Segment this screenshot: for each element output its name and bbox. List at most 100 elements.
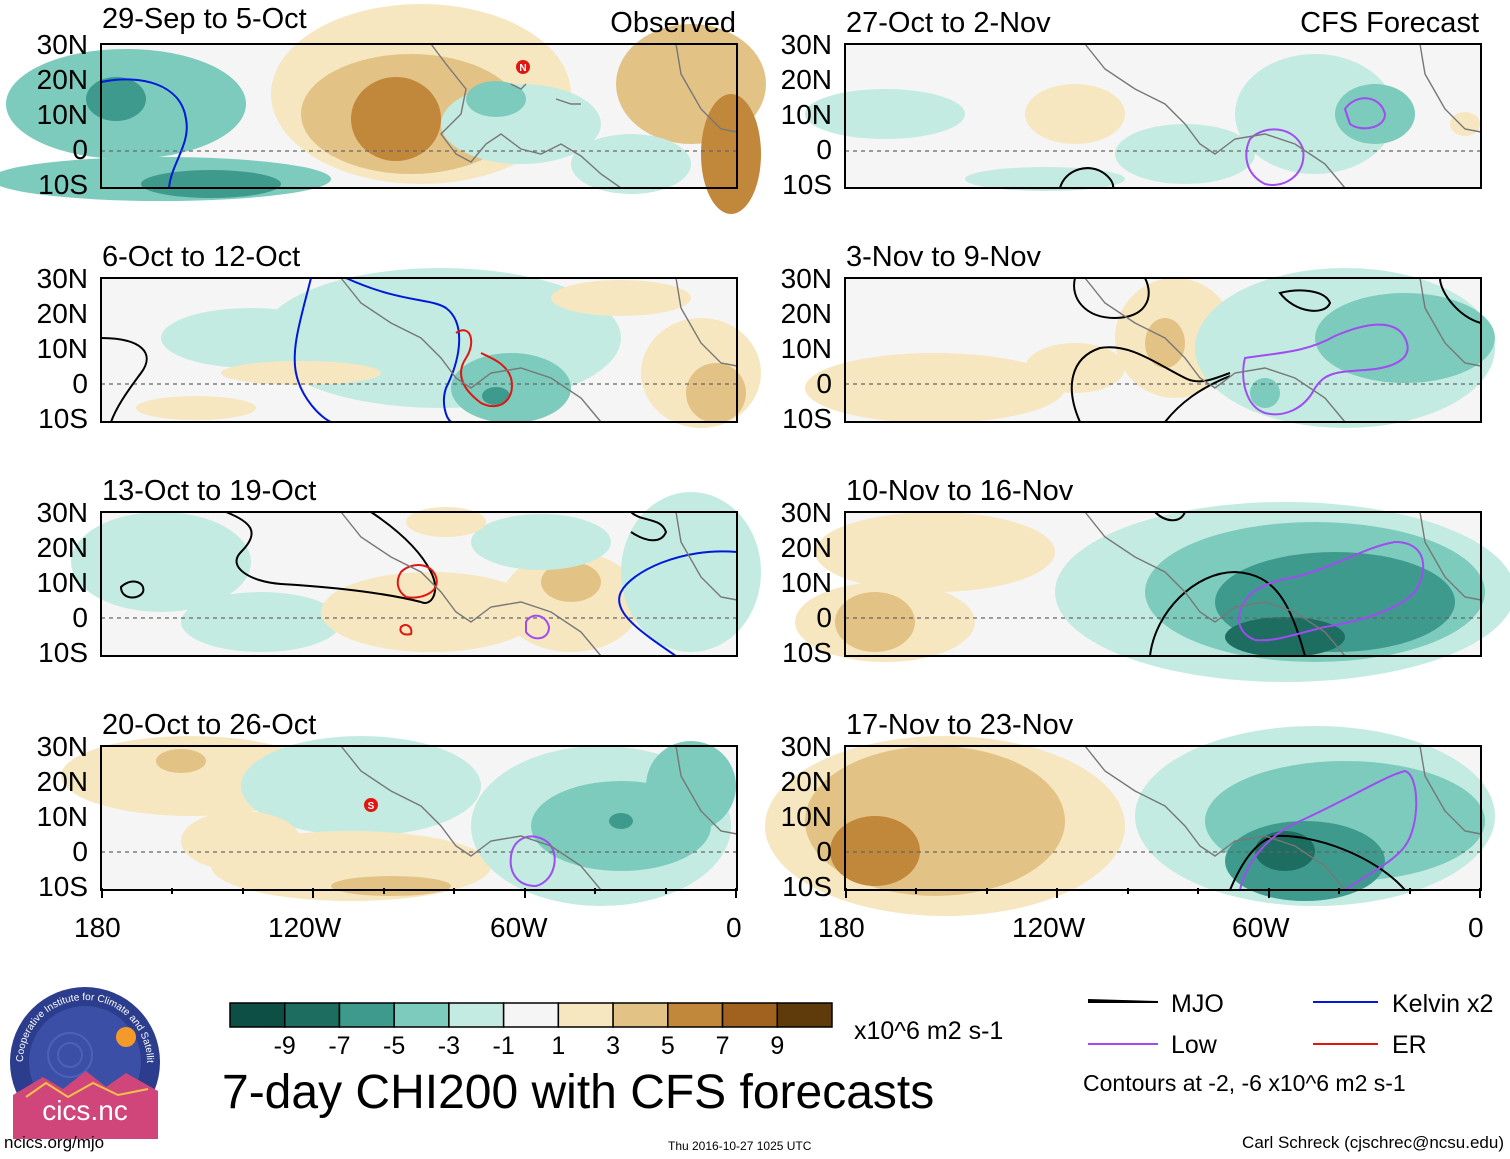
lat-tick-label: 10S bbox=[38, 169, 88, 200]
lat-tick-label: 10N bbox=[780, 99, 832, 130]
period-label: 17-Nov to 23-Nov bbox=[846, 709, 1074, 741]
map-panel-3 bbox=[71, 492, 761, 657]
lat-tick-label: 0 bbox=[816, 134, 832, 165]
legend-lines bbox=[1087, 999, 1378, 1045]
legend-low-label: Low bbox=[1171, 1031, 1217, 1059]
lon-tick-label: 180 bbox=[74, 912, 121, 943]
colorbar-tick-label: 1 bbox=[551, 1032, 566, 1060]
lon-tick-label: 60W bbox=[1232, 912, 1290, 943]
colorbar-bin bbox=[776, 1002, 833, 1028]
map-panel-6 bbox=[805, 268, 1495, 428]
lat-tick-label: 20N bbox=[780, 532, 832, 563]
lat-tick-label: 20N bbox=[36, 532, 88, 563]
colorbar-tick-label: -9 bbox=[273, 1032, 296, 1060]
lat-tick-label: 0 bbox=[72, 368, 88, 399]
lat-tick-label: 10N bbox=[780, 567, 832, 598]
units-label: x10^6 m2 s-1 bbox=[854, 1017, 1004, 1045]
colorbar-tick-label: -5 bbox=[383, 1032, 406, 1060]
lat-tick-label: 0 bbox=[816, 602, 832, 633]
site-url: ncics.org/mjo bbox=[4, 1133, 105, 1152]
colorbar-bin bbox=[721, 1002, 779, 1028]
lat-tick-label: 20N bbox=[36, 64, 88, 95]
colorbar-tick-label: 3 bbox=[606, 1032, 621, 1060]
colorbar-bin bbox=[502, 1002, 560, 1028]
colorbar-tick-label: -1 bbox=[492, 1032, 515, 1060]
lat-tick-label: 30N bbox=[36, 29, 88, 60]
contours-note: Contours at -2, -6 x10^6 m2 s-1 bbox=[1083, 1070, 1406, 1096]
lat-tick-label: 10N bbox=[36, 801, 88, 832]
lat-tick-label: 0 bbox=[72, 134, 88, 165]
lat-tick-label: 30N bbox=[780, 731, 832, 762]
period-label: 3-Nov to 9-Nov bbox=[846, 241, 1042, 273]
colorbar-tick-label: -7 bbox=[328, 1032, 351, 1060]
lat-tick-label: 20N bbox=[780, 298, 832, 329]
lat-tick-label: 10S bbox=[38, 637, 88, 668]
colorbar-bin bbox=[229, 1002, 286, 1028]
lat-tick-label: 10S bbox=[38, 871, 88, 902]
colorbar-bin bbox=[557, 1002, 614, 1028]
lat-tick-label: 10S bbox=[782, 637, 832, 668]
lon-tick-label: 120W bbox=[1012, 912, 1086, 943]
colorbar-bin bbox=[283, 1002, 341, 1028]
legend-er-label: ER bbox=[1392, 1031, 1427, 1059]
lon-tick-label: 60W bbox=[490, 912, 548, 943]
map-panel-8 bbox=[765, 726, 1495, 916]
legend-mjo-label: MJO bbox=[1171, 990, 1224, 1018]
timestamp: Thu 2016-10-27 1025 UTC bbox=[668, 1139, 812, 1153]
lat-tick-label: 10S bbox=[782, 403, 832, 434]
period-label: 13-Oct to 19-Oct bbox=[102, 475, 317, 507]
colorbar-bin bbox=[612, 1002, 669, 1028]
storm-marker: N bbox=[516, 60, 530, 74]
lat-tick-label: 30N bbox=[780, 263, 832, 294]
lat-tick-label: 20N bbox=[780, 64, 832, 95]
lat-tick-label: 10N bbox=[36, 333, 88, 364]
cics-logo: Cooperative Institute for Climate and Sa… bbox=[5, 977, 160, 1139]
lat-tick-label: 10N bbox=[36, 567, 88, 598]
lat-tick-label: 30N bbox=[36, 497, 88, 528]
colorbar-bin bbox=[393, 1002, 450, 1028]
map-panel-1: N bbox=[0, 4, 766, 214]
period-label: 27-Oct to 2-Nov bbox=[846, 7, 1051, 39]
chart-title: 7-day CHI200 with CFS forecasts bbox=[222, 1066, 935, 1119]
map-panel-5 bbox=[805, 43, 1482, 191]
colorbar-tick-label: -3 bbox=[437, 1032, 461, 1060]
lat-tick-label: 0 bbox=[72, 836, 88, 867]
lon-ticks bbox=[101, 888, 1481, 898]
author: Carl Schreck (cjschrec@ncsu.edu) bbox=[1242, 1133, 1504, 1152]
colorbar-tick-label: 5 bbox=[660, 1032, 675, 1060]
lat-tick-label: 30N bbox=[780, 497, 832, 528]
lat-tick-label: 10S bbox=[38, 403, 88, 434]
period-label: 20-Oct to 26-Oct bbox=[102, 709, 317, 741]
colorbar-bin bbox=[338, 1002, 395, 1028]
lat-tick-label: 10S bbox=[782, 169, 832, 200]
lat-tick-label: 0 bbox=[816, 836, 832, 867]
lat-tick-label: 0 bbox=[816, 368, 832, 399]
lon-tick-label: 0 bbox=[726, 912, 742, 943]
lon-tick-label: 0 bbox=[1468, 912, 1484, 943]
map-panel-4: S bbox=[61, 736, 738, 906]
lat-tick-label: 30N bbox=[36, 263, 88, 294]
lat-tick-label: 30N bbox=[36, 731, 88, 762]
map-panel-2 bbox=[100, 268, 761, 428]
observed-header: Observed bbox=[610, 7, 736, 39]
lat-tick-label: 10N bbox=[780, 801, 832, 832]
lat-tick-label: 10N bbox=[36, 99, 88, 130]
lat-tick-label: 10N bbox=[780, 333, 832, 364]
map-panel-7 bbox=[795, 502, 1510, 682]
lat-tick-label: 0 bbox=[72, 602, 88, 633]
logo-name: cics.nc bbox=[42, 1095, 128, 1126]
lat-tick-label: 30N bbox=[780, 29, 832, 60]
colorbar-tick-label: 9 bbox=[770, 1032, 785, 1060]
lat-tick-label: 20N bbox=[780, 766, 832, 797]
svg-text:S: S bbox=[368, 801, 375, 812]
lat-tick-label: 20N bbox=[36, 766, 88, 797]
period-label: 6-Oct to 12-Oct bbox=[102, 241, 301, 273]
svg-text:N: N bbox=[519, 63, 526, 74]
lat-tick-label: 10S bbox=[782, 871, 832, 902]
colorbar-tick-label: 7 bbox=[715, 1032, 730, 1060]
lat-tick-label: 20N bbox=[36, 298, 88, 329]
colorbar-bin bbox=[448, 1002, 505, 1028]
forecast-header: CFS Forecast bbox=[1300, 7, 1479, 39]
period-label: 29-Sep to 5-Oct bbox=[102, 3, 307, 35]
colorbar-bin bbox=[667, 1002, 724, 1028]
